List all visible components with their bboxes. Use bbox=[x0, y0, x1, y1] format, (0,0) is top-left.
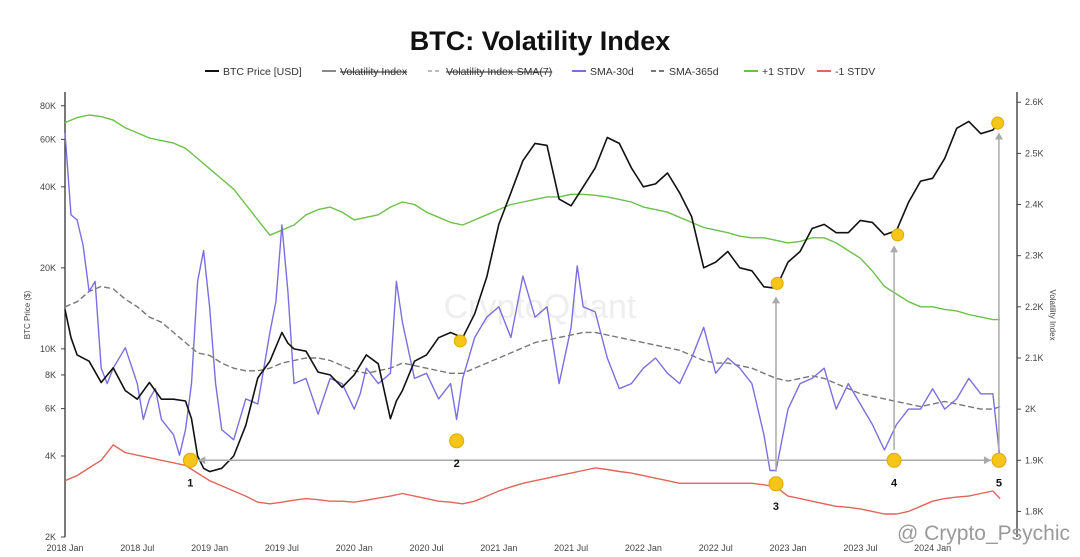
marker-label-2: 2 bbox=[454, 458, 460, 470]
right-tick-label: 2.4K bbox=[1025, 200, 1044, 210]
legend-label: SMA-365d bbox=[669, 66, 719, 78]
legend-label: SMA-30d bbox=[590, 66, 634, 78]
legend-item-1-stdv: +1 STDV bbox=[744, 66, 805, 78]
x-tick-label: 2018 Jan bbox=[46, 543, 83, 553]
left-tick-label: 80K bbox=[40, 101, 56, 111]
legend-item-volatility-index-sma-7: Volatility Index-SMA(7) bbox=[428, 66, 552, 78]
watermark-text: CryptoQuant bbox=[444, 288, 637, 326]
x-tick-label: 2023 Jul bbox=[843, 543, 877, 553]
volatility-marker-dot bbox=[886, 452, 902, 468]
reference-arrow-left bbox=[198, 456, 206, 465]
legend-label: BTC Price [USD] bbox=[223, 66, 302, 78]
volatility-marker-dot bbox=[991, 452, 1007, 468]
legend-item-sma-30d: SMA-30d bbox=[572, 66, 634, 78]
marker-label-4: 4 bbox=[891, 477, 898, 489]
volatility-marker-dot bbox=[768, 476, 784, 492]
x-tick-label: 2022 Jan bbox=[625, 543, 662, 553]
legend-item-1-stdv: -1 STDV bbox=[817, 66, 875, 78]
right-tick-label: 2.5K bbox=[1025, 148, 1044, 158]
series-line-sma-30d bbox=[64, 132, 1001, 472]
left-tick-label: 60K bbox=[40, 134, 56, 144]
reference-arrow-right bbox=[983, 456, 991, 465]
x-tick-label: 2020 Jan bbox=[336, 543, 373, 553]
left-axis-label: BTC Price ($) bbox=[23, 290, 32, 339]
vertical-arrow-head bbox=[771, 296, 780, 304]
chart-legend: BTC Price [USD] Volatility Index Volatilit… bbox=[205, 66, 875, 78]
x-axis-ticks: 2018 Jan 2018 Jul 2019 Jan 2019 Jul 2020 Jan… bbox=[46, 543, 951, 553]
left-tick-label: 40K bbox=[40, 182, 56, 192]
series-layer bbox=[64, 114, 1001, 515]
right-tick-label: 1.8K bbox=[1025, 506, 1044, 516]
price-marker-dot bbox=[991, 116, 1005, 130]
vertical-arrow-head bbox=[994, 132, 1003, 140]
left-axis-ticks: 80K 60K 40K 20K 10K 8K 6K 4K 2K bbox=[40, 101, 65, 542]
left-tick-label: 6K bbox=[45, 404, 56, 414]
left-tick-label: 20K bbox=[40, 263, 56, 273]
marker-label-1: 1 bbox=[187, 477, 193, 489]
author-credit: @ Crypto_Psychic bbox=[897, 522, 1070, 545]
right-tick-label: 2.2K bbox=[1025, 302, 1044, 312]
price-marker-dot bbox=[453, 334, 467, 348]
left-tick-label: 4K bbox=[45, 451, 56, 461]
legend-item-volatility-index: Volatility Index bbox=[322, 66, 408, 78]
left-tick-label: 8K bbox=[45, 370, 56, 380]
right-axis-ticks: 2.6K 2.5K 2.4K 2.3K 2.2K 2.1K 2K 1.9K 1.8K bbox=[1017, 97, 1044, 516]
series-line-sma-365d bbox=[64, 285, 1001, 410]
x-tick-label: 2022 Jul bbox=[699, 543, 733, 553]
legend-item-sma-365d: SMA-365d bbox=[651, 66, 719, 78]
x-tick-label: 2018 Jul bbox=[120, 543, 154, 553]
right-tick-label: 2.3K bbox=[1025, 251, 1044, 261]
right-tick-label: 2K bbox=[1025, 404, 1036, 414]
marker-label-5: 5 bbox=[996, 477, 1002, 489]
x-tick-label: 2024 Jan bbox=[914, 543, 951, 553]
series-line-1-stdv bbox=[64, 444, 1001, 515]
volatility-marker-dot bbox=[449, 433, 465, 449]
chart-title: BTC: Volatility Index bbox=[410, 26, 671, 56]
x-tick-label: 2020 Jul bbox=[410, 543, 444, 553]
marker-label-3: 3 bbox=[773, 501, 779, 513]
volatility-marker-dot bbox=[182, 452, 198, 468]
right-tick-label: 2.6K bbox=[1025, 97, 1044, 107]
price-marker-dot bbox=[770, 276, 784, 290]
x-tick-label: 2023 Jan bbox=[770, 543, 807, 553]
legend-label: Volatility Index-SMA(7) bbox=[446, 66, 552, 78]
right-axis-label: Volatility Index bbox=[1048, 289, 1057, 340]
right-tick-label: 2.1K bbox=[1025, 353, 1044, 363]
annotation-layer: 1 2 3 4 5 bbox=[182, 116, 1007, 513]
legend-item-btc-price-usd: BTC Price [USD] bbox=[205, 66, 302, 78]
x-tick-label: 2021 Jul bbox=[554, 543, 588, 553]
x-tick-label: 2019 Jan bbox=[191, 543, 228, 553]
left-tick-label: 10K bbox=[40, 344, 56, 354]
vertical-arrow-head bbox=[890, 245, 899, 253]
legend-label: +1 STDV bbox=[762, 66, 805, 78]
series-line-1-stdv bbox=[64, 114, 1001, 321]
x-tick-label: 2019 Jul bbox=[265, 543, 299, 553]
x-tick-label: 2021 Jan bbox=[480, 543, 517, 553]
series-line-btc-price-usd bbox=[64, 120, 1001, 473]
legend-label: -1 STDV bbox=[835, 66, 875, 78]
right-tick-label: 1.9K bbox=[1025, 455, 1044, 465]
price-marker-dot bbox=[891, 228, 905, 242]
left-tick-label: 2K bbox=[45, 532, 56, 542]
legend-label: Volatility Index bbox=[340, 66, 408, 78]
